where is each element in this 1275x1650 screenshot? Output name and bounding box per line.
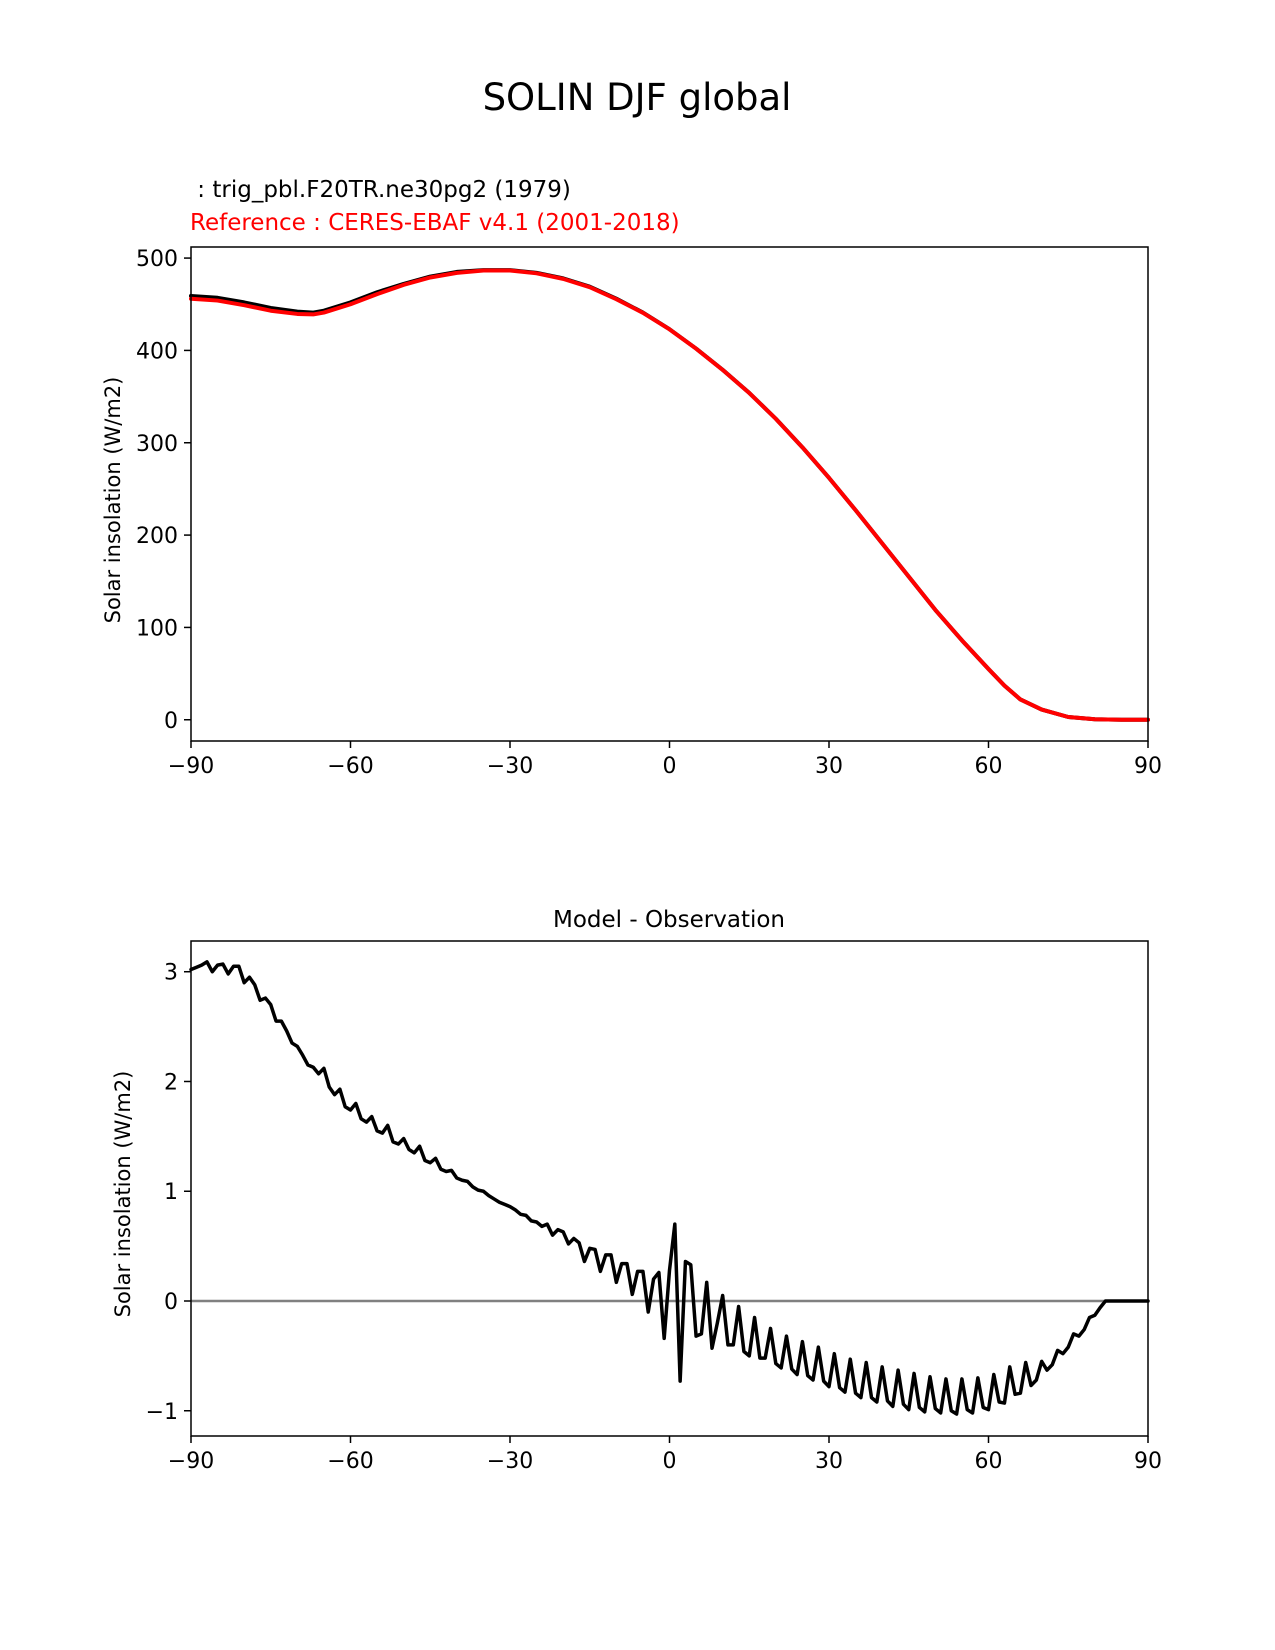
top-ytick-label: 200 [136,524,178,549]
top-title-reference: Reference : CERES-EBAF v4.1 (2001-2018) [190,210,680,236]
top-xtick-label: 0 [663,754,677,779]
top-plot-area: −90 −60 −30 0 30 60 90 0 100 200 300 400 500 [136,247,1162,779]
bottom-ytick-label: 1 [164,1180,178,1205]
panel-bottom-chart: Model - Observation Solar insolation (W/… [111,907,1162,1474]
top-xtick-label: 60 [975,754,1003,779]
top-series-reference [189,268,1150,722]
top-ytick-label: 300 [136,432,178,457]
top-ytick-label: 400 [136,339,178,364]
top-ylabel: Solar insolation (W/m2) [101,377,125,624]
top-axes-frame [190,246,1149,742]
bottom-ytick-label: 2 [164,1070,178,1095]
top-ytick-label: 0 [164,709,178,734]
top-xtick-label: 90 [1134,754,1162,779]
top-title-test: : trig_pbl.F20TR.ne30pg2 (1979) [190,177,571,203]
bottom-series-difference [189,960,1150,1416]
bottom-xtick-label: 0 [663,1449,677,1474]
bottom-title: Model - Observation [553,907,785,933]
top-ytick-label: 100 [136,616,178,641]
bottom-xtick-label: −90 [168,1449,214,1474]
panel-top-chart: : trig_pbl.F20TR.ne30pg2 (1979) Referenc… [101,177,1162,779]
bottom-ytick-label: 0 [164,1290,178,1315]
top-xtick-label: 30 [815,754,843,779]
bottom-axes-frame [190,940,1149,1437]
figure-suptitle: SOLIN DJF global [483,76,792,119]
bottom-ytick-label: 3 [164,961,178,986]
bottom-xtick-label: 30 [815,1449,843,1474]
bottom-xtick-label: 60 [975,1449,1003,1474]
top-ytick-label: 500 [136,247,178,272]
top-xtick-label: −30 [487,754,533,779]
bottom-ylabel: Solar insolation (W/m2) [111,1071,135,1318]
bottom-xtick-label: 90 [1134,1449,1162,1474]
bottom-ytick-label: −1 [146,1400,178,1425]
top-xtick-label: −60 [327,754,373,779]
bottom-xtick-label: −30 [487,1449,533,1474]
bottom-plot-area: −90 −60 −30 0 30 60 90 −1 0 1 2 3 [146,960,1162,1474]
top-xtick-label: −90 [168,754,214,779]
top-series-test [189,268,1150,722]
bottom-xtick-label: −60 [327,1449,373,1474]
